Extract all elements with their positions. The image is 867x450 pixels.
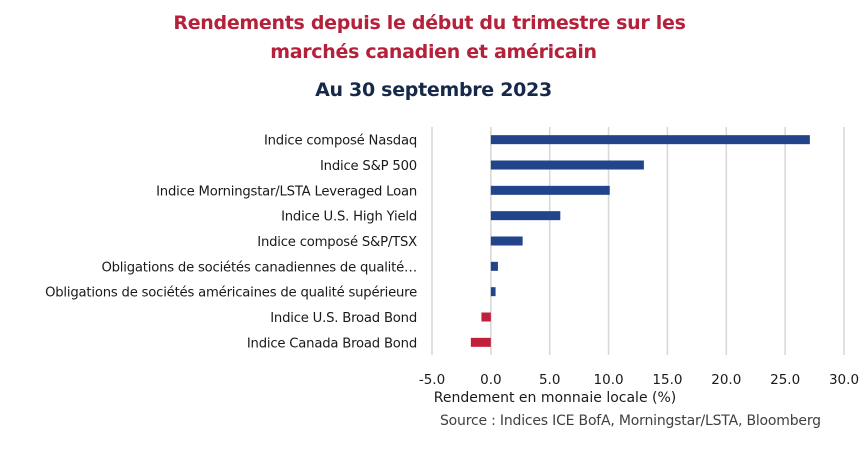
- category-label: Obligations de sociétés américaines de q…: [45, 285, 417, 301]
- chart-title-line-2: marchés canadien et américain: [270, 41, 597, 63]
- bar: [490, 211, 561, 221]
- bar: [490, 236, 523, 246]
- x-tick-label: 30.0: [829, 372, 859, 388]
- chart-title-line-1: Rendements depuis le début du trimestre …: [173, 12, 686, 34]
- x-tick-label: 5.0: [539, 372, 560, 388]
- x-tick-label: 20.0: [711, 372, 741, 388]
- category-labels: Indice composé Nasdaq Indice S&P 500 Indic…: [45, 133, 417, 352]
- x-tick-label: 0.0: [480, 372, 501, 388]
- x-tick-label: 25.0: [770, 372, 800, 388]
- category-label: Indice composé S&P/TSX: [257, 234, 417, 250]
- bar: [490, 135, 810, 145]
- source-note: Source : Indices ICE BofA, Morningstar/L…: [440, 413, 821, 429]
- x-tick-label: 15.0: [652, 372, 682, 388]
- category-label: Indice U.S. Broad Bond: [270, 311, 417, 326]
- category-label: Indice S&P 500: [320, 159, 417, 174]
- bar: [490, 287, 496, 297]
- category-label: Indice composé Nasdaq: [264, 133, 417, 149]
- bar: [490, 160, 644, 170]
- bar: [470, 337, 491, 347]
- x-tick-labels: -5.0 0.0 5.0 10.0 15.0 20.0 25.0 30.0: [419, 372, 859, 388]
- bars: [470, 135, 810, 347]
- category-label: Indice U.S. High Yield: [281, 210, 417, 225]
- chart-subtitle: Au 30 septembre 2023: [315, 79, 552, 101]
- bar: [481, 312, 491, 322]
- x-axis-title: Rendement en monnaie locale (%): [434, 390, 676, 406]
- category-label: Indice Canada Broad Bond: [247, 336, 417, 351]
- x-tick-label: -5.0: [419, 372, 445, 388]
- bar: [490, 185, 610, 195]
- x-tick-label: 10.0: [594, 372, 624, 388]
- bar: [490, 261, 498, 271]
- category-label: Indice Morningstar/LSTA Leveraged Loan: [156, 184, 417, 199]
- category-label: Obligations de sociétés canadiennes de q…: [101, 259, 417, 275]
